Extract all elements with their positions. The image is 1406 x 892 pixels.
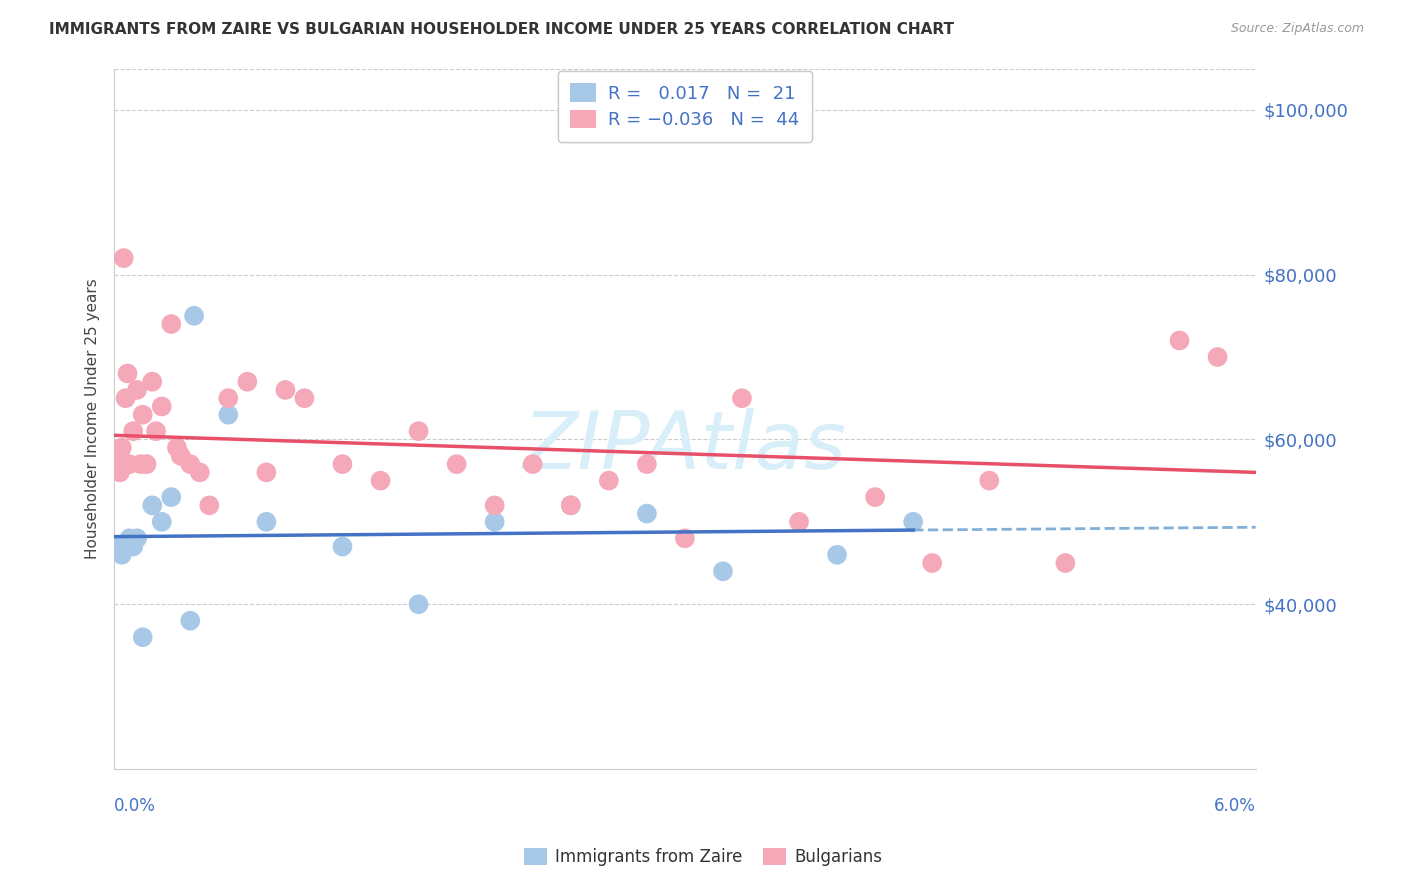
Point: [408, 424, 430, 438]
Point: [863, 490, 886, 504]
Point: [135, 457, 157, 471]
Point: [107, 457, 129, 471]
Point: [1206, 350, 1229, 364]
Point: [160, 317, 183, 331]
Text: IMMIGRANTS FROM ZAIRE VS BULGARIAN HOUSEHOLDER INCOME UNDER 25 YEARS CORRELATION: IMMIGRANTS FROM ZAIRE VS BULGARIAN HOUSE…: [49, 22, 955, 37]
Point: [166, 441, 188, 455]
Point: [522, 457, 544, 471]
Point: [274, 383, 297, 397]
Point: [150, 400, 173, 414]
Point: [901, 515, 924, 529]
Legend: R =   0.017   N =  21, R = −0.036   N =  44: R = 0.017 N = 21, R = −0.036 N = 44: [558, 70, 813, 142]
Point: [111, 548, 134, 562]
Legend: Immigrants from Zaire, Bulgarians: Immigrants from Zaire, Bulgarians: [517, 841, 889, 873]
Point: [254, 466, 277, 480]
Point: [125, 531, 148, 545]
Point: [107, 540, 129, 554]
Point: [636, 457, 658, 471]
Point: [150, 515, 173, 529]
Point: [236, 375, 259, 389]
Point: [408, 597, 430, 611]
Point: [370, 474, 392, 488]
Point: [217, 408, 239, 422]
Point: [145, 424, 167, 438]
Point: [108, 466, 131, 480]
Y-axis label: Householder Income Under 25 years: Householder Income Under 25 years: [86, 278, 100, 559]
Text: 6.0%: 6.0%: [1213, 797, 1256, 815]
Point: [1054, 556, 1077, 570]
Point: [188, 466, 211, 480]
Point: [731, 391, 754, 405]
Point: [122, 424, 145, 438]
Point: [921, 556, 943, 570]
Point: [132, 408, 155, 422]
Point: [787, 515, 810, 529]
Point: [141, 375, 163, 389]
Point: [179, 457, 201, 471]
Point: [125, 383, 148, 397]
Point: [446, 457, 468, 471]
Text: Source: ZipAtlas.com: Source: ZipAtlas.com: [1230, 22, 1364, 36]
Point: [122, 540, 145, 554]
Point: [118, 457, 141, 471]
Text: ZIPAtlas: ZIPAtlas: [523, 408, 846, 486]
Point: [294, 391, 316, 405]
Point: [598, 474, 620, 488]
Point: [636, 507, 658, 521]
Point: [132, 630, 155, 644]
Point: [129, 457, 152, 471]
Point: [179, 614, 201, 628]
Point: [825, 548, 848, 562]
Point: [254, 515, 277, 529]
Point: [114, 391, 136, 405]
Point: [332, 457, 354, 471]
Point: [484, 515, 506, 529]
Point: [160, 490, 183, 504]
Point: [560, 499, 582, 513]
Point: [141, 499, 163, 513]
Point: [979, 474, 1001, 488]
Point: [118, 531, 141, 545]
Point: [484, 499, 506, 513]
Point: [198, 499, 221, 513]
Text: 0.0%: 0.0%: [114, 797, 156, 815]
Point: [332, 540, 354, 554]
Point: [183, 309, 205, 323]
Point: [711, 564, 734, 578]
Point: [117, 367, 139, 381]
Point: [1168, 334, 1191, 348]
Point: [112, 251, 135, 265]
Point: [170, 449, 193, 463]
Point: [560, 499, 582, 513]
Point: [673, 531, 696, 545]
Point: [111, 441, 134, 455]
Point: [217, 391, 239, 405]
